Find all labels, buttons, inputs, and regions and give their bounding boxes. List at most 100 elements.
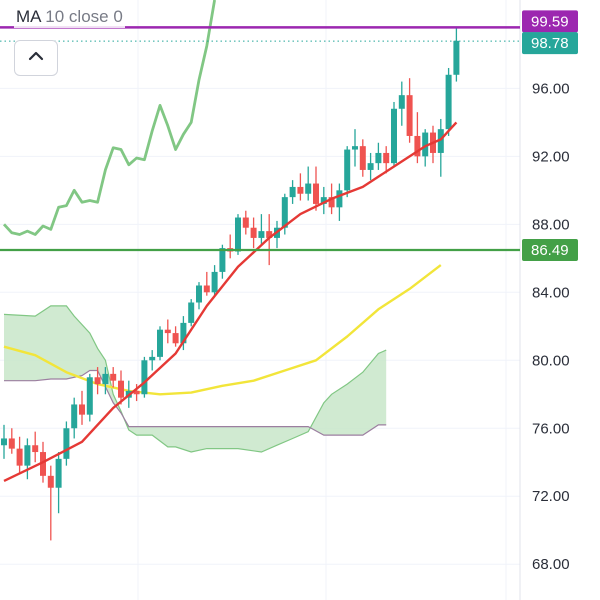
candle-body [414,135,421,157]
candle-body [328,197,335,208]
candle [24,438,31,480]
candle [86,373,93,422]
candle [180,316,187,351]
candle [313,166,319,211]
last-price-badge[interactable]: 98.78 [522,32,578,55]
cloud-fill [4,305,387,452]
candle-body [180,322,187,344]
chevron-up-icon [27,49,45,67]
high-price-badge-bg [522,10,578,33]
high-price-badge-text: 99.59 [531,13,569,30]
lagging-span-line [2,0,216,236]
candle [320,186,327,215]
candle-body [86,377,93,415]
candle-body [94,377,101,385]
candlesticks [1,27,460,541]
candle-body [406,95,413,136]
price-tick-label: 72.00 [532,488,570,505]
candle-body [313,183,319,204]
price-tick-label: 96.00 [532,80,570,97]
indicator-name: MA [16,7,41,26]
candle [453,27,460,82]
candle-body [422,132,429,157]
candle-body [336,190,343,208]
candle [94,367,101,395]
candle-body [250,227,257,238]
candle-body [188,302,195,323]
candle-body [344,149,351,191]
candle [211,265,218,296]
candle-body [375,152,382,164]
candle-body [47,475,54,488]
candle [188,299,195,327]
candle-body [305,183,312,194]
candle-body [133,390,140,395]
candle [141,356,148,398]
candle-body [141,360,148,395]
candle-body [63,428,70,459]
candle-body [55,458,62,488]
high-price-badge[interactable]: 99.59 [522,10,578,33]
candle-body [359,146,366,170]
candle-body [211,271,218,293]
candle-body [297,186,304,194]
candle-body [383,152,390,164]
candle-body [40,452,46,476]
ichimoku-cloud [3,305,387,453]
candle-body [398,95,405,109]
candle [47,465,54,541]
candle [367,152,374,181]
candle-body [24,445,31,466]
candle-body [196,285,202,303]
candle-body [203,285,210,293]
candle-body [367,163,374,170]
candle [250,217,257,249]
price-tick-label: 76.00 [532,420,570,437]
candle-body [164,329,171,334]
candle [157,326,163,361]
candle-body [453,40,460,75]
candle-body [352,146,358,150]
candle [258,214,265,245]
ma10-red-line [3,121,458,482]
price-tick-label: 88.00 [532,216,570,233]
candle-body [437,129,444,153]
collapse-legend-button[interactable] [14,40,58,76]
candle-body [118,380,124,398]
price-tick-label: 68.00 [532,556,570,573]
candle [235,214,241,255]
candle [71,397,78,439]
candle-body [79,404,85,415]
indicator-legend[interactable]: MA 10 close 0 [14,6,125,28]
horizontal-line-badge[interactable]: 86.49 [522,238,578,261]
candle [406,78,413,143]
cloud-span-b-line [4,369,387,436]
candle-body [157,329,163,357]
candle-body [1,438,7,446]
candle-body [172,333,179,344]
candle [102,367,109,395]
candle [281,193,288,235]
candle [110,367,117,388]
candle [375,142,382,170]
cloud-span-a-line [3,305,387,453]
candle [437,118,444,177]
ma-yellow-line [3,264,442,396]
horizontal-line-badge-bg [522,238,578,261]
last-price-badge-text: 98.78 [531,35,569,52]
candle [289,180,296,204]
candle [297,173,304,201]
candle [79,390,85,425]
candle [242,210,249,235]
candle [164,319,171,344]
candle [63,421,70,466]
candle [16,436,23,473]
price-axis[interactable]: 96.00 92.00 88.00 84.00 80.00 76.00 72.00 68.00… [522,10,578,573]
candle-body [149,356,156,361]
candle [344,146,351,198]
candle [172,326,179,347]
price-tick-label: 84.00 [532,284,570,301]
candle [203,271,210,296]
